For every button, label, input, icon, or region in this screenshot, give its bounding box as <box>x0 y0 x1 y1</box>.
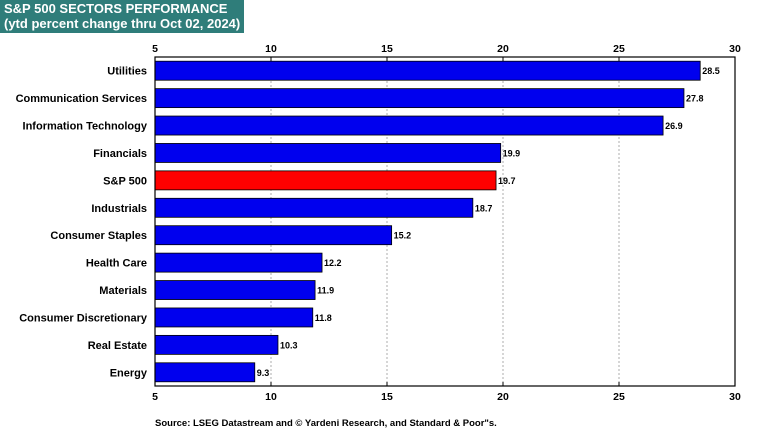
data-label: 18.7 <box>475 203 493 213</box>
data-label: 19.9 <box>503 148 521 158</box>
x-tick-label-bottom: 20 <box>497 391 509 403</box>
data-label: 28.5 <box>702 66 720 76</box>
category-label: S&P 500 <box>103 175 147 187</box>
x-tick-label-top: 15 <box>381 43 393 55</box>
x-tick-label-bottom: 25 <box>613 391 625 403</box>
bar <box>154 88 685 109</box>
plot-area <box>155 57 735 386</box>
chart-subtitle: (ytd percent change thru Oct 02, 2024) <box>4 16 241 31</box>
data-label: 27.8 <box>686 94 704 104</box>
bar <box>154 307 314 328</box>
bar <box>154 362 256 383</box>
x-tick-label-bottom: 15 <box>381 391 393 403</box>
data-label: 26.9 <box>665 121 683 131</box>
data-label: 9.3 <box>257 368 270 378</box>
bar <box>154 115 664 136</box>
category-label: Industrials <box>91 203 147 215</box>
data-label: 11.8 <box>315 313 332 323</box>
data-label: 10.3 <box>280 340 298 350</box>
bar <box>154 252 323 273</box>
category-label: Financials <box>93 148 147 160</box>
x-tick-label-bottom: 30 <box>729 391 741 403</box>
plot-border <box>154 56 736 387</box>
x-tick-label-top: 20 <box>497 43 509 55</box>
chart-title: S&P 500 SECTORS PERFORMANCE <box>4 1 228 16</box>
category-label: Energy <box>110 367 148 379</box>
data-label: 15.2 <box>394 231 412 241</box>
chart-title-box: S&P 500 SECTORS PERFORMANCE (ytd percent… <box>0 0 244 33</box>
category-label: Health Care <box>86 258 147 270</box>
bar <box>154 280 316 300</box>
bar <box>154 197 474 218</box>
x-tick-label-bottom: 10 <box>265 391 277 403</box>
x-tick-label-bottom: 5 <box>152 391 158 403</box>
x-tick-label-top: 30 <box>729 43 741 55</box>
source-note: Source: LSEG Datastream and © Yardeni Re… <box>155 418 497 429</box>
bar <box>154 225 393 246</box>
bar <box>154 60 701 81</box>
category-label: Communication Services <box>16 93 147 105</box>
bar <box>154 170 497 191</box>
x-tick-label-top: 10 <box>265 43 277 55</box>
bar <box>154 334 279 355</box>
data-label: 12.2 <box>324 258 342 268</box>
category-label: Real Estate <box>88 340 147 352</box>
bar <box>154 143 502 163</box>
data-label: 11.9 <box>317 286 334 296</box>
category-label: Consumer Staples <box>50 230 147 242</box>
category-label: Utilities <box>107 66 147 78</box>
category-label: Consumer Discretionary <box>19 312 148 324</box>
data-label: 19.7 <box>498 176 516 186</box>
category-label: Materials <box>99 285 147 297</box>
x-tick-label-top: 25 <box>613 43 625 55</box>
category-label: Information Technology <box>23 121 148 133</box>
x-tick-label-top: 5 <box>152 43 158 55</box>
